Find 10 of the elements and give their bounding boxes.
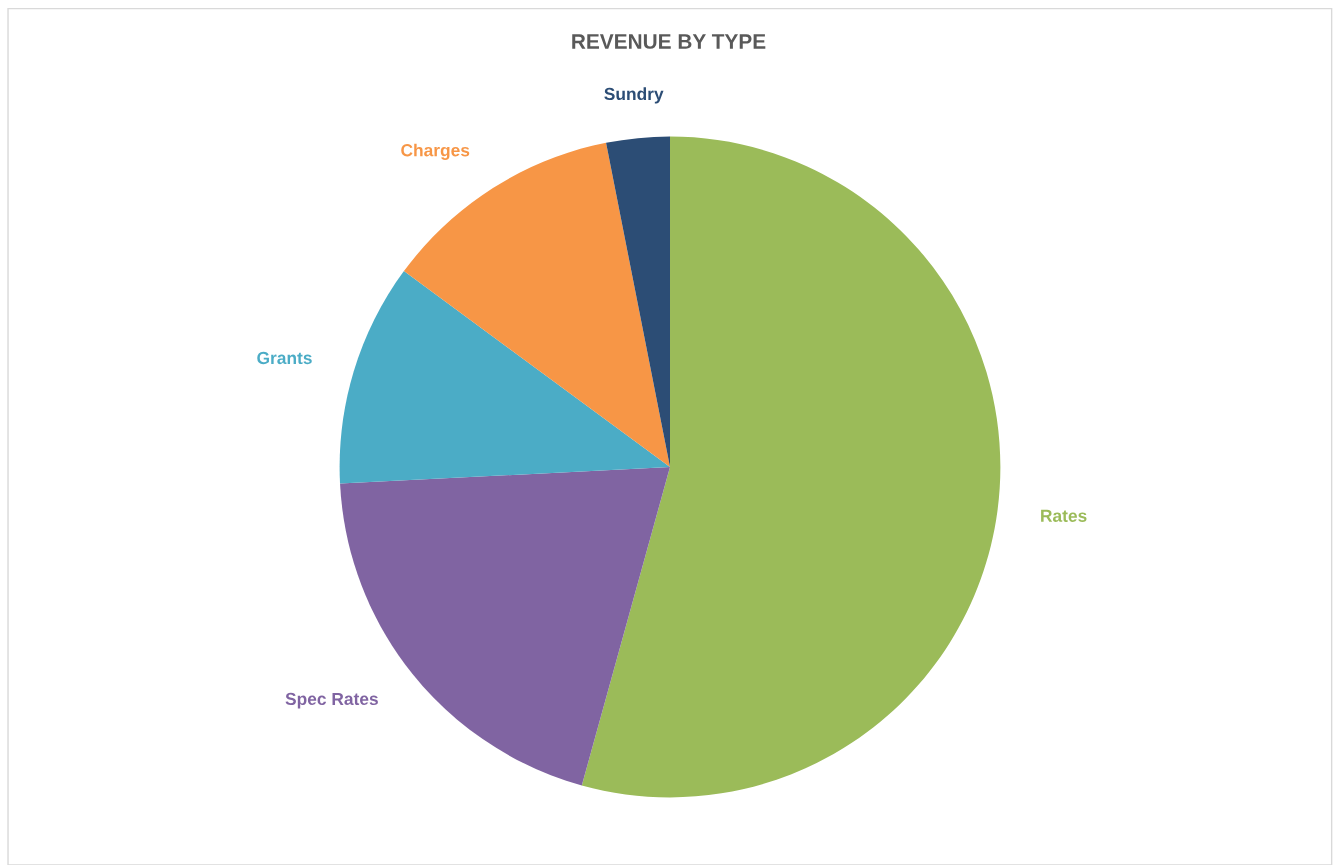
slice-label: Charges <box>401 143 470 160</box>
slice-label: Sundry <box>604 87 664 104</box>
chart-title: REVENUE BY TYPE <box>572 34 766 49</box>
pie-slice <box>581 136 1001 798</box>
pie-slice <box>339 271 670 484</box>
slice-label: Spec Rates <box>285 692 378 709</box>
slice-label: Rates <box>1041 509 1087 522</box>
pie-slice <box>606 136 670 467</box>
slice-label: Grants <box>257 351 312 365</box>
pie-slice <box>403 142 670 467</box>
